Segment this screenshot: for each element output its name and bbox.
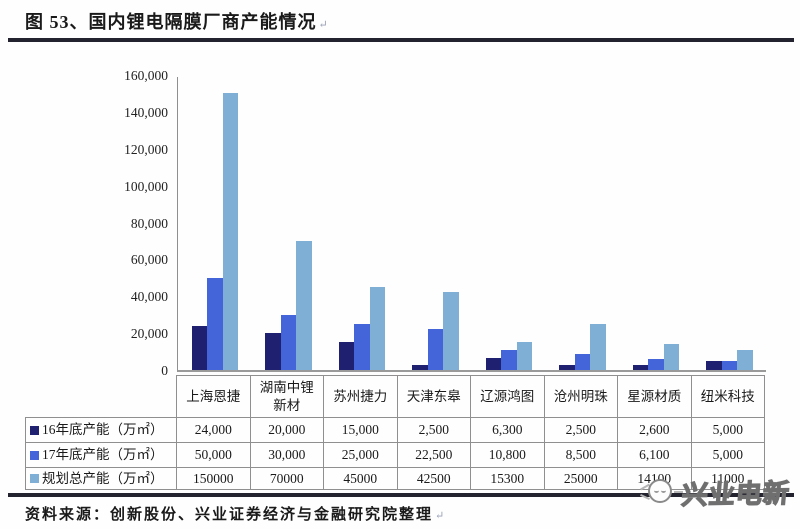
legend-swatch-icon	[30, 474, 39, 483]
series-label-cell: 规划总产能（万㎡）	[25, 468, 177, 490]
bar	[191, 325, 207, 370]
value-cell: 20,000	[250, 418, 324, 443]
bar	[427, 328, 443, 370]
bar	[737, 349, 753, 370]
bar	[280, 314, 296, 370]
series-label: 16年底产能（万㎡）	[42, 422, 164, 437]
value-cell: 24,000	[177, 418, 251, 443]
xingye-watermark: 兴业电新	[640, 472, 798, 511]
bar	[516, 341, 532, 370]
y-axis-tick-label: 0	[161, 363, 168, 378]
value-cell: 42500	[397, 468, 471, 490]
y-axis-tick-label: 100,000	[124, 178, 168, 194]
category-cell: 辽源鸿图	[471, 375, 545, 418]
legend-swatch-icon	[30, 450, 39, 460]
bar	[412, 365, 428, 370]
category-cell: 湖南中锂 新材	[250, 375, 324, 418]
figure-title-row: 图 53、国内锂电隔膜厂商产能情况 ↵	[25, 8, 329, 34]
bar	[338, 342, 354, 370]
bar	[369, 287, 385, 370]
value-cell: 5,000	[691, 418, 765, 443]
paragraph-mark-icon: ↵	[318, 19, 329, 31]
table-corner-spacer	[25, 375, 177, 418]
value-cell: 30,000	[250, 443, 324, 468]
value-cell: 2,500	[397, 418, 471, 443]
value-cell: 25000	[544, 468, 618, 490]
bar	[706, 360, 722, 370]
bar	[443, 291, 459, 370]
y-axis-tick-label: 80,000	[130, 215, 168, 231]
paragraph-mark-icon: ↵	[435, 510, 447, 522]
bar	[485, 358, 501, 370]
bar-chart-plot-area	[177, 77, 766, 372]
title-divider-line	[8, 38, 794, 42]
y-axis-tick-label: 60,000	[130, 252, 168, 268]
value-cell: 11000	[691, 468, 765, 490]
bar	[207, 277, 223, 370]
bar	[574, 354, 590, 370]
bar	[296, 240, 312, 370]
bar	[559, 365, 575, 370]
series-label: 规划总产能（万㎡）	[42, 470, 164, 486]
y-axis-tick-label: 40,000	[130, 289, 168, 305]
value-cell: 2,600	[618, 418, 692, 443]
bar	[501, 350, 517, 370]
watermark-ray	[674, 491, 683, 493]
y-axis-tick-label: 120,000	[124, 141, 168, 157]
xingye-logo-icon	[648, 479, 672, 503]
bar	[632, 365, 648, 370]
value-cell: 50,000	[177, 443, 251, 468]
value-cell: 2,500	[544, 418, 618, 443]
category-cell: 上海恩捷	[177, 375, 251, 418]
value-cell: 6,100	[618, 443, 692, 468]
series-label-cell: 17年底产能（万㎡）	[25, 443, 177, 468]
bar	[590, 323, 606, 370]
xingye-watermark-text: 兴业电新	[680, 477, 792, 510]
series-label-cell: 16年底产能（万㎡）	[25, 418, 177, 443]
y-axis-tick-label: 140,000	[124, 104, 168, 120]
value-cell: 5,000	[691, 443, 765, 468]
category-cell: 天津东皋	[397, 375, 471, 418]
value-cell: 8,500	[544, 443, 618, 468]
legend-swatch-icon	[30, 425, 39, 435]
value-cell: 70000	[250, 468, 324, 490]
category-cell: 沧州明珠	[544, 375, 618, 418]
value-cell: 150000	[177, 468, 251, 490]
value-cell: 6,300	[471, 418, 545, 443]
category-cell: 纽米科技	[691, 375, 765, 418]
source-note-row: 资料来源：创新股份、兴业证券经济与金融研究院整理 ↵	[25, 503, 446, 524]
bar	[721, 360, 737, 370]
value-cell: 10,800	[471, 443, 545, 468]
series-label: 17年底产能（万㎡）	[42, 447, 164, 462]
figure-title: 图 53、国内锂电隔膜厂商产能情况	[25, 12, 317, 32]
chart-data-table: 上海恩捷 湖南中锂 新材 苏州捷力 天津东皋 辽源鸿图 沧州明珠 星源材质 纽米科技 16年底产…	[25, 375, 765, 490]
y-axis-tick-label: 20,000	[130, 326, 168, 342]
bar	[222, 93, 238, 370]
category-cell: 苏州捷力	[324, 375, 398, 418]
bar	[663, 344, 679, 370]
bar	[265, 333, 281, 370]
footer-divider-line	[8, 493, 794, 497]
value-cell: 22,500	[397, 443, 471, 468]
bar	[648, 358, 664, 370]
category-cell: 星源材质	[618, 375, 692, 418]
y-axis-tick-label: 160,000	[124, 68, 168, 83]
source-note: 资料来源：创新股份、兴业证券经济与金融研究院整理	[25, 507, 434, 523]
value-cell: 25,000	[324, 443, 398, 468]
value-cell: 15300	[471, 468, 545, 490]
bar	[354, 323, 370, 370]
value-cell: 15,000	[324, 418, 398, 443]
value-cell: 45000	[324, 468, 398, 490]
